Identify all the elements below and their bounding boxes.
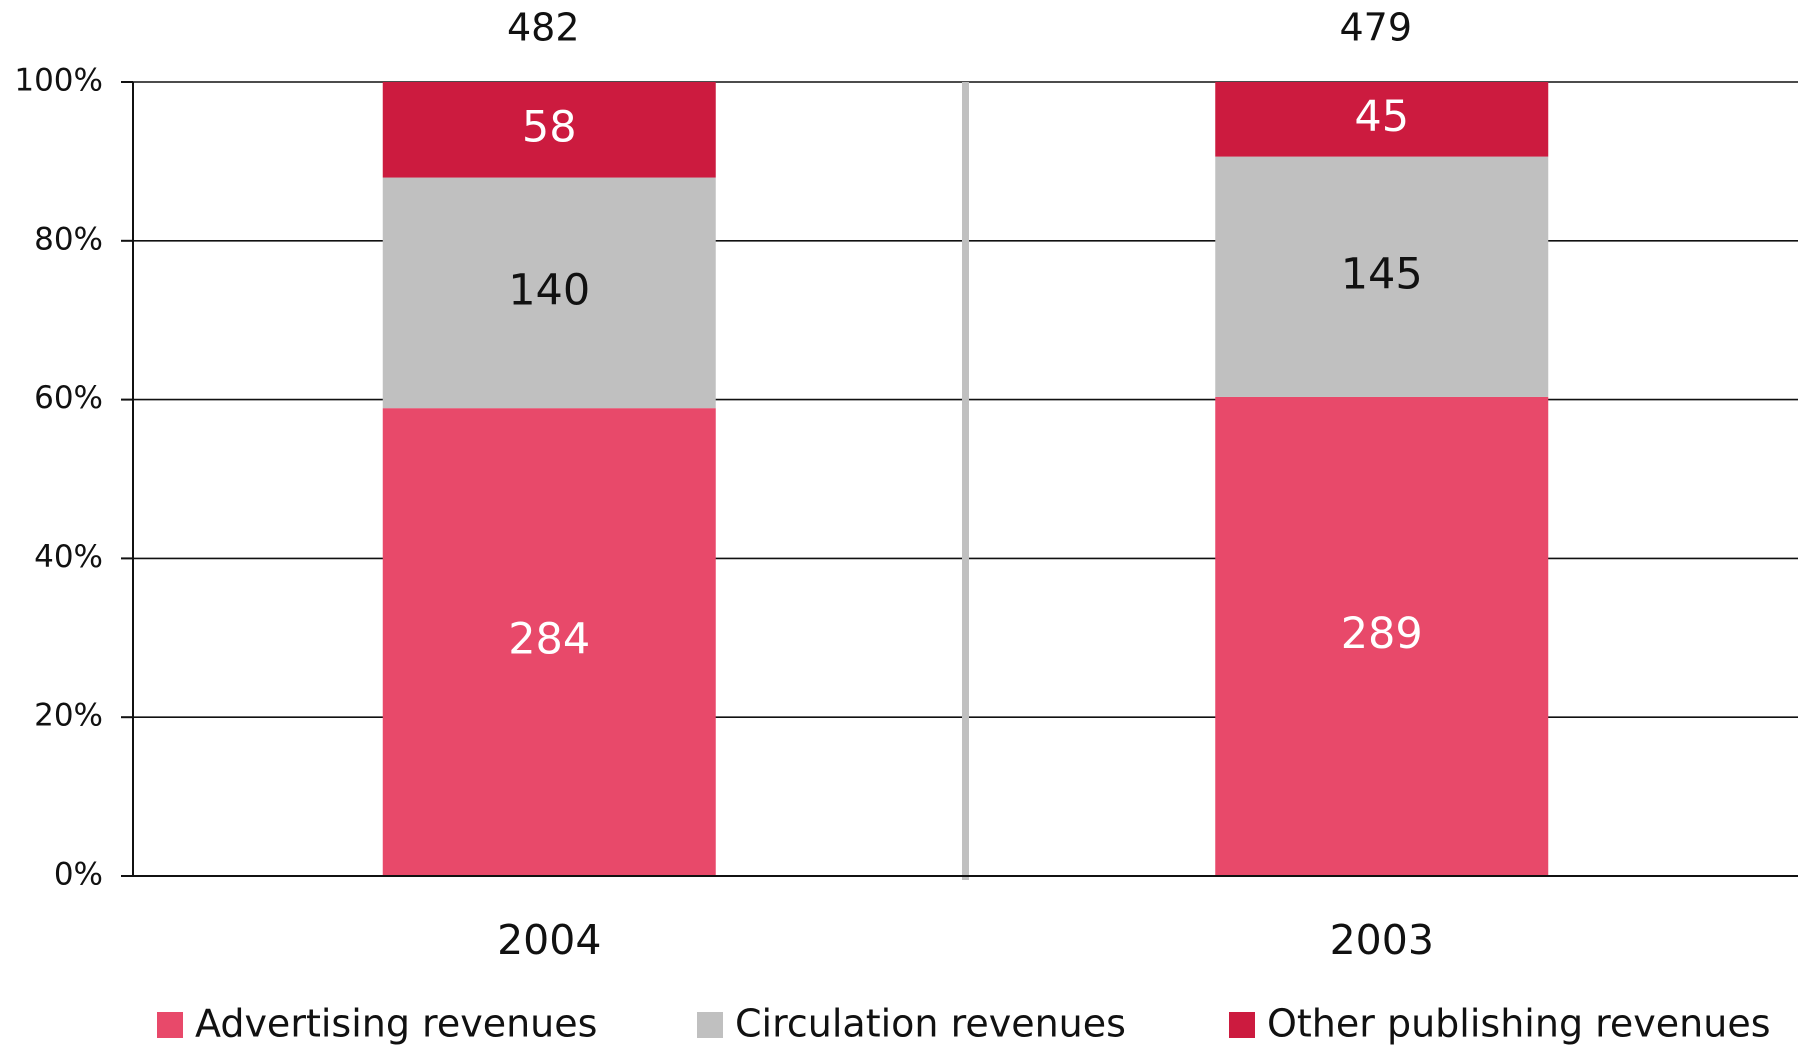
bar-segment xyxy=(382,82,716,178)
total-label: 479 xyxy=(1339,6,1412,50)
x-tick-label: 2003 xyxy=(1330,916,1434,964)
bar-segment xyxy=(1215,156,1549,397)
y-tick-label: 40% xyxy=(34,539,103,575)
segment-label: 140 xyxy=(508,265,590,315)
y-tick-label: 80% xyxy=(34,221,103,257)
legend-label: Other publishing revenues xyxy=(1267,1002,1771,1046)
bar-segment xyxy=(1215,396,1549,876)
legend-label: Advertising revenues xyxy=(195,1002,597,1046)
bar-segment xyxy=(1215,82,1549,157)
segment-label: 58 xyxy=(522,102,577,152)
bar-segment xyxy=(382,177,716,409)
segment-label: 145 xyxy=(1341,249,1423,299)
legend-swatch xyxy=(157,1012,183,1038)
segment-label: 284 xyxy=(508,615,590,665)
total-label: 482 xyxy=(507,6,580,50)
segment-label: 45 xyxy=(1354,92,1409,142)
bar-segment xyxy=(382,408,716,876)
legend-label: Circulation revenues xyxy=(735,1002,1126,1046)
y-tick-label: 60% xyxy=(34,380,103,416)
y-tick-label: 20% xyxy=(34,698,103,734)
x-tick-label: 2004 xyxy=(497,916,601,964)
legend-swatch xyxy=(1229,1012,1255,1038)
segment-label: 289 xyxy=(1341,609,1423,659)
y-tick-label: 100% xyxy=(14,63,103,99)
legend-swatch xyxy=(697,1012,723,1038)
y-tick-label: 0% xyxy=(54,857,103,893)
